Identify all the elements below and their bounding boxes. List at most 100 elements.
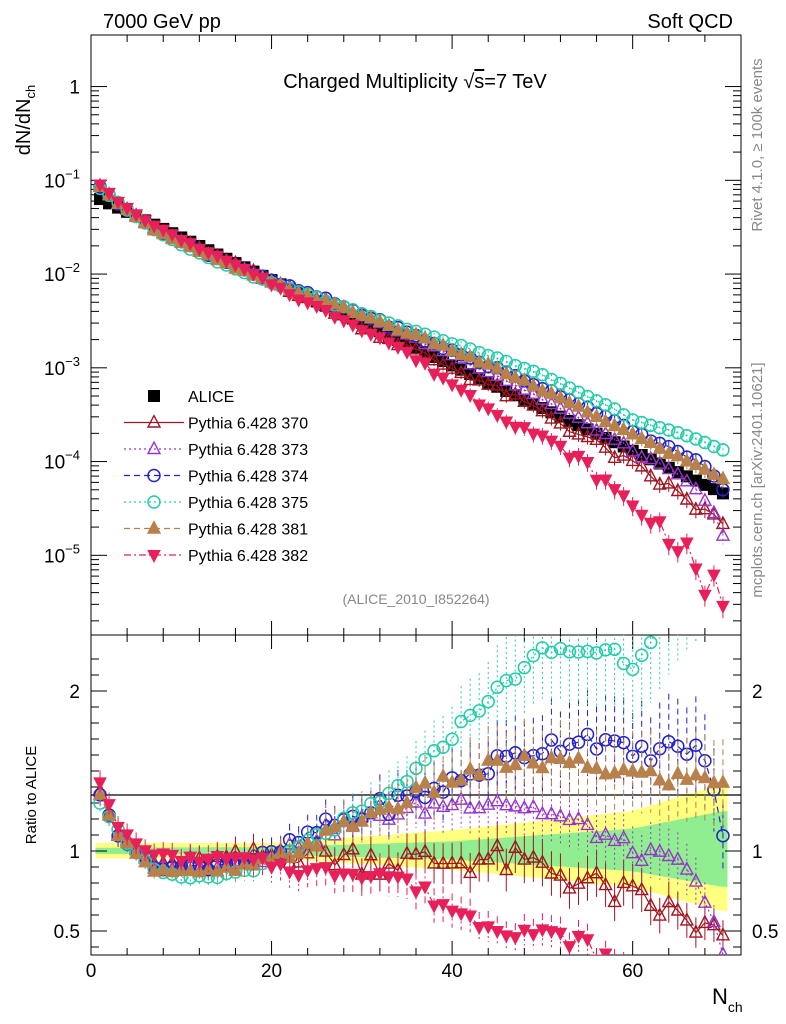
legend-marker	[146, 414, 162, 428]
ratio-point	[454, 714, 468, 729]
ratio-point	[408, 845, 424, 860]
ratio-point	[690, 988, 702, 999]
rivet-version-label: Rivet 4.1.0, ≥ 100k events	[749, 58, 766, 231]
data-point	[643, 467, 658, 482]
data-point	[336, 299, 351, 313]
ratio-point	[634, 648, 649, 662]
ratio-point	[318, 862, 333, 876]
ratio-point	[715, 926, 731, 941]
data-point	[553, 440, 568, 454]
ratio-point	[426, 784, 442, 798]
ratio-point	[544, 645, 559, 660]
ratio-point	[589, 864, 604, 879]
ratio-point	[165, 863, 180, 878]
data-point	[571, 426, 586, 440]
data-point	[634, 509, 649, 523]
data-point	[653, 421, 667, 435]
data-point	[453, 346, 469, 360]
svg-text:dN/dNch: dN/dNch	[13, 85, 38, 155]
data-point	[715, 527, 731, 541]
data-point	[679, 452, 694, 467]
ratio-point	[706, 913, 722, 928]
data-point	[697, 492, 713, 506]
data-point	[715, 470, 731, 485]
data-point	[607, 431, 622, 445]
ratio-point	[472, 799, 487, 814]
legend-marker	[146, 440, 162, 455]
ratio-point	[427, 743, 441, 758]
ratio-y-tick-label: 1	[69, 842, 80, 863]
ratio-point	[490, 792, 505, 807]
legend-item: Pythia 6.428 370	[124, 414, 308, 433]
legend-item: Pythia 6.428 375	[124, 495, 308, 512]
data-point	[463, 348, 478, 363]
ratio-point	[92, 786, 108, 801]
ratio-point	[417, 805, 433, 819]
ratio-point	[499, 796, 514, 811]
ratio-point	[102, 799, 116, 813]
main-y-axis-label: dN/dNch	[13, 85, 38, 155]
data-point	[670, 546, 685, 560]
data-point	[147, 220, 162, 234]
legend-marker	[147, 550, 161, 563]
data-point	[472, 354, 487, 368]
data-point	[345, 304, 360, 318]
ratio-point	[625, 763, 640, 777]
ratio-point	[706, 916, 722, 931]
ratio-point	[697, 769, 713, 784]
data-point	[499, 372, 514, 386]
chart-title: Charged Multiplicity √s=7 TeV	[283, 71, 547, 93]
ratio-point	[688, 924, 704, 938]
data-point	[616, 490, 631, 504]
data-point	[680, 428, 694, 443]
ratio-point	[138, 845, 152, 859]
ratio-point	[273, 858, 288, 872]
ratio-point	[553, 641, 568, 656]
data-point	[688, 456, 704, 471]
data-point	[661, 475, 676, 489]
x-tick-label: 0	[86, 961, 97, 982]
legend-item: ALICE	[148, 389, 234, 406]
ratio-point	[670, 902, 685, 916]
data-point	[688, 480, 704, 495]
ratio-point	[309, 863, 324, 877]
data-point	[417, 329, 433, 344]
ratio-point	[670, 765, 685, 780]
data-point	[598, 474, 613, 488]
data-point	[535, 402, 550, 417]
ratio-point	[490, 837, 505, 852]
legend-label: Pythia 6.428 382	[188, 548, 308, 565]
data-point	[535, 382, 550, 397]
ratio-point	[553, 750, 568, 765]
ratio-point	[381, 799, 397, 813]
data-point	[156, 224, 171, 238]
data-point	[490, 360, 505, 374]
ratio-point	[571, 750, 586, 764]
ratio-point	[147, 849, 162, 863]
ratio-point	[444, 855, 460, 869]
ratio-point	[598, 765, 613, 780]
ratio-point	[291, 844, 306, 859]
data-point	[671, 425, 685, 440]
ratio-point	[688, 766, 704, 781]
data-point	[382, 337, 396, 351]
data-point	[643, 450, 658, 465]
ratio-point	[364, 870, 378, 884]
data-point	[607, 449, 622, 464]
ratio-point	[689, 738, 703, 752]
ratio-point	[652, 771, 667, 786]
data-point	[580, 403, 595, 418]
ratio-series-line	[99, 782, 609, 955]
ratio-point	[589, 829, 604, 844]
data-point	[689, 474, 702, 487]
data-point	[652, 516, 667, 530]
data-point	[689, 432, 703, 446]
data-point	[526, 377, 541, 392]
ratio-point	[264, 861, 279, 875]
green-uncertainty-band	[95, 811, 728, 887]
ratio-point	[418, 881, 432, 895]
data-point	[607, 417, 622, 432]
data-point	[661, 445, 676, 459]
series-pythia-6-428-381	[92, 178, 731, 488]
ratio-point	[716, 828, 730, 843]
